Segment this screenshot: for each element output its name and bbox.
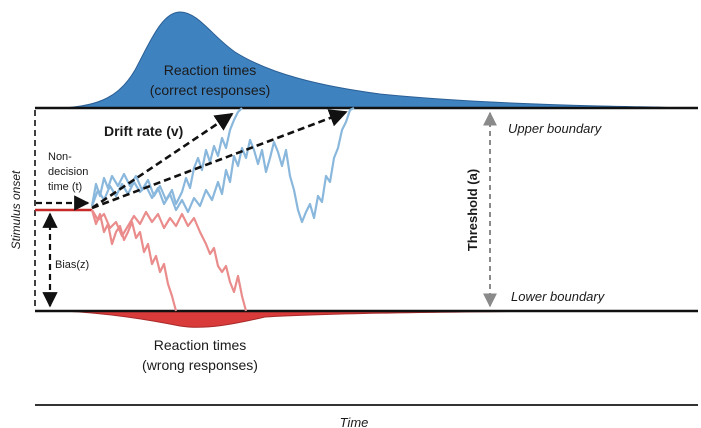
nondecision-label-2: decision xyxy=(48,166,88,178)
correct-rt-distribution xyxy=(61,11,679,109)
stimulus-onset-label: Stimulus onset xyxy=(9,170,23,249)
nondecision-label-3: time (t) xyxy=(48,181,82,193)
nondecision-label-1: Non- xyxy=(48,151,72,163)
drift-arrow-fast xyxy=(91,112,234,210)
wrong-path-1 xyxy=(90,209,178,312)
drift-rate-label: Drift rate (v) xyxy=(104,123,183,139)
rt-wrong-label-2: (wrong responses) xyxy=(142,357,258,373)
time-axis-label: Time xyxy=(340,415,369,428)
rt-wrong-label-1: Reaction times xyxy=(154,337,247,353)
wrong-paths xyxy=(90,209,248,312)
threshold-label: Threshold (a) xyxy=(465,169,480,251)
drift-arrow-slow xyxy=(91,109,348,210)
bias-label: Bias(z) xyxy=(55,259,89,271)
wrong-rt-distribution xyxy=(61,310,678,328)
lower-boundary-label: Lower boundary xyxy=(511,289,606,304)
wrong-path-2 xyxy=(91,209,248,312)
rt-correct-label-2: (correct responses) xyxy=(150,82,271,98)
rt-correct-label-1: Reaction times xyxy=(164,62,257,78)
upper-boundary-label: Upper boundary xyxy=(508,121,603,136)
correct-path-1 xyxy=(90,107,243,207)
